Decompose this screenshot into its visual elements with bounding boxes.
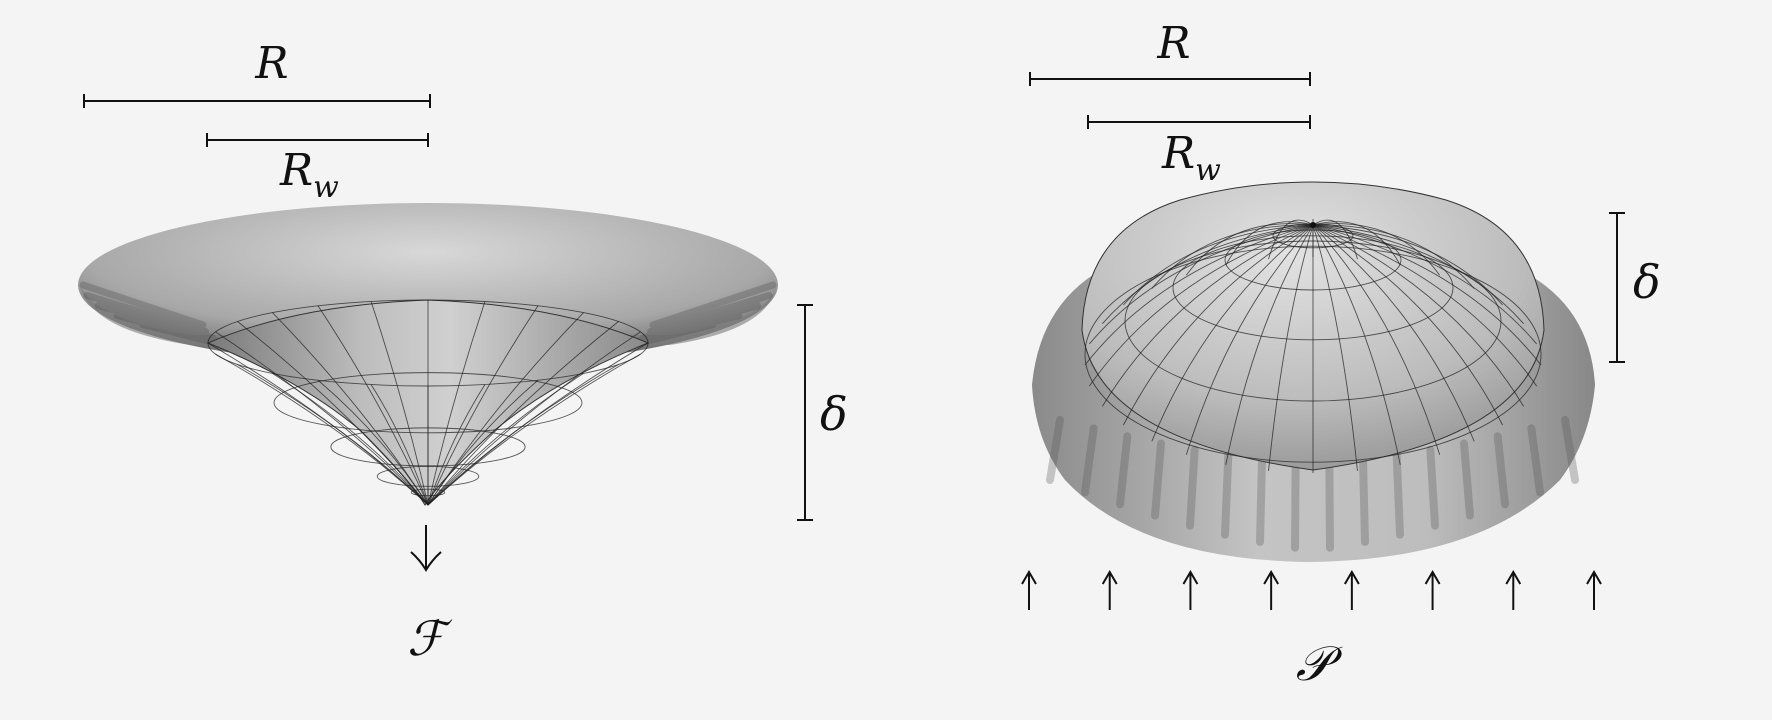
dome-meridian (1312, 224, 1475, 442)
cone-meridian (427, 353, 641, 506)
right-radius-label: R (1156, 18, 1190, 69)
dome-meridian (1225, 221, 1314, 266)
cone-meridian (370, 301, 429, 506)
wrinkle-line (1460, 439, 1474, 520)
dome-meridian (1312, 224, 1524, 324)
dome-meridian (1089, 224, 1314, 345)
right-deflection-label: δ (1633, 255, 1661, 309)
dome-meridian (1312, 224, 1401, 465)
cone-meridian (370, 384, 429, 506)
dome-meridian (1268, 219, 1314, 260)
cone-meridian (427, 301, 486, 506)
dome-meridian (1312, 224, 1542, 366)
left-cone-surface (206, 299, 650, 506)
dome-meridian (1225, 224, 1314, 465)
dome-meridian (1151, 224, 1314, 289)
wrinkle-line (646, 291, 773, 335)
wrinkle-line (1291, 455, 1300, 552)
dome-meridian (1268, 224, 1314, 471)
wrinkle-line (1256, 454, 1266, 547)
left-deflection-label: δ (820, 387, 848, 441)
wrinkle-line (649, 281, 777, 329)
wrinkle-line (1527, 424, 1544, 497)
left-deflection-dimension (797, 304, 813, 521)
pressure-arrow (1101, 570, 1118, 610)
pressure-arrow (1505, 570, 1522, 610)
right-load-label: 𝒫 (1296, 636, 1343, 692)
left-force-arrow (410, 525, 442, 572)
wrinkle-line (1359, 454, 1369, 547)
wrinkle-line (1426, 445, 1439, 530)
dome-meridian (1312, 224, 1358, 471)
right-radius-dimension (1029, 72, 1311, 86)
dome-meridian (1312, 219, 1358, 260)
right-dome-grid (1084, 219, 1542, 474)
pressure-arrow (1182, 570, 1199, 610)
right-panel: R Rw δ 𝒫 (1021, 18, 1661, 692)
pressure-arrow (1586, 570, 1602, 610)
wrinkle-line (1186, 445, 1199, 530)
cone-meridian (427, 384, 486, 506)
pressure-arrow (1424, 570, 1441, 610)
wrinkle-line (639, 302, 762, 342)
wrinkle-line (627, 311, 743, 348)
dome-meridian (1185, 223, 1314, 276)
dome-meridian (1102, 224, 1314, 324)
wrinkle-line (94, 302, 217, 342)
cone-meridian (272, 312, 429, 506)
dome-meridian (1312, 224, 1503, 426)
wrinkle-line (1081, 424, 1098, 497)
dome-meridian (1084, 224, 1314, 366)
cone-meridian (427, 331, 641, 506)
cone-meridian (427, 364, 619, 506)
wrinkle-line (1493, 432, 1509, 509)
wrinkle-line (83, 291, 210, 335)
wrinkle-line (1046, 416, 1064, 484)
dome-meridian (1089, 224, 1314, 387)
left-radius-label: R (254, 38, 288, 89)
dome-meridian (1101, 224, 1314, 407)
dome-meridian (1151, 224, 1314, 442)
left-cone-grid (207, 299, 649, 506)
dome-meridian (1312, 224, 1537, 387)
dome-meridian (1185, 224, 1314, 455)
cone-meridian (237, 321, 429, 506)
cone-meridian (215, 331, 429, 506)
dome-meridian (1312, 224, 1441, 455)
cone-meridian (207, 342, 429, 506)
pressure-arrow (1263, 570, 1280, 610)
wrinkle-line (79, 281, 207, 329)
left-inner-radius-dimension (206, 133, 429, 147)
dome-meridian (1312, 224, 1525, 407)
wrinkle-line (1151, 439, 1165, 520)
dome-meridian (1312, 224, 1537, 345)
left-inner-radius-label: Rw (279, 145, 339, 205)
pressure-arrow (1021, 570, 1037, 610)
wrinkle-line (1221, 450, 1233, 539)
cone-meridian (427, 305, 539, 506)
cone-meridian (427, 312, 584, 506)
right-pressure-arrows (1021, 570, 1602, 610)
right-inner-radius-label: Rw (1161, 128, 1221, 188)
left-load-label: ℱ (407, 611, 453, 667)
wrinkle-line (1561, 416, 1579, 484)
wrinkle-line (113, 311, 229, 348)
wrinkle-line (1116, 432, 1132, 509)
left-radius-dimension (83, 94, 431, 108)
cone-meridian (427, 321, 619, 506)
dome-meridian (1123, 224, 1314, 426)
pressure-arrow (1343, 570, 1360, 610)
cone-meridian (317, 305, 429, 506)
dome-meridian (1312, 221, 1401, 266)
right-deflection-dimension (1609, 212, 1625, 363)
right-inner-radius-dimension (1087, 115, 1311, 129)
left-panel: R Rw δ (78, 38, 848, 667)
wrinkle-line (1392, 450, 1404, 539)
right-dome-cap (1081, 181, 1545, 474)
dome-meridian (1312, 224, 1475, 289)
wrinkle-line (1325, 455, 1334, 552)
right-wrinkles (1046, 416, 1579, 552)
